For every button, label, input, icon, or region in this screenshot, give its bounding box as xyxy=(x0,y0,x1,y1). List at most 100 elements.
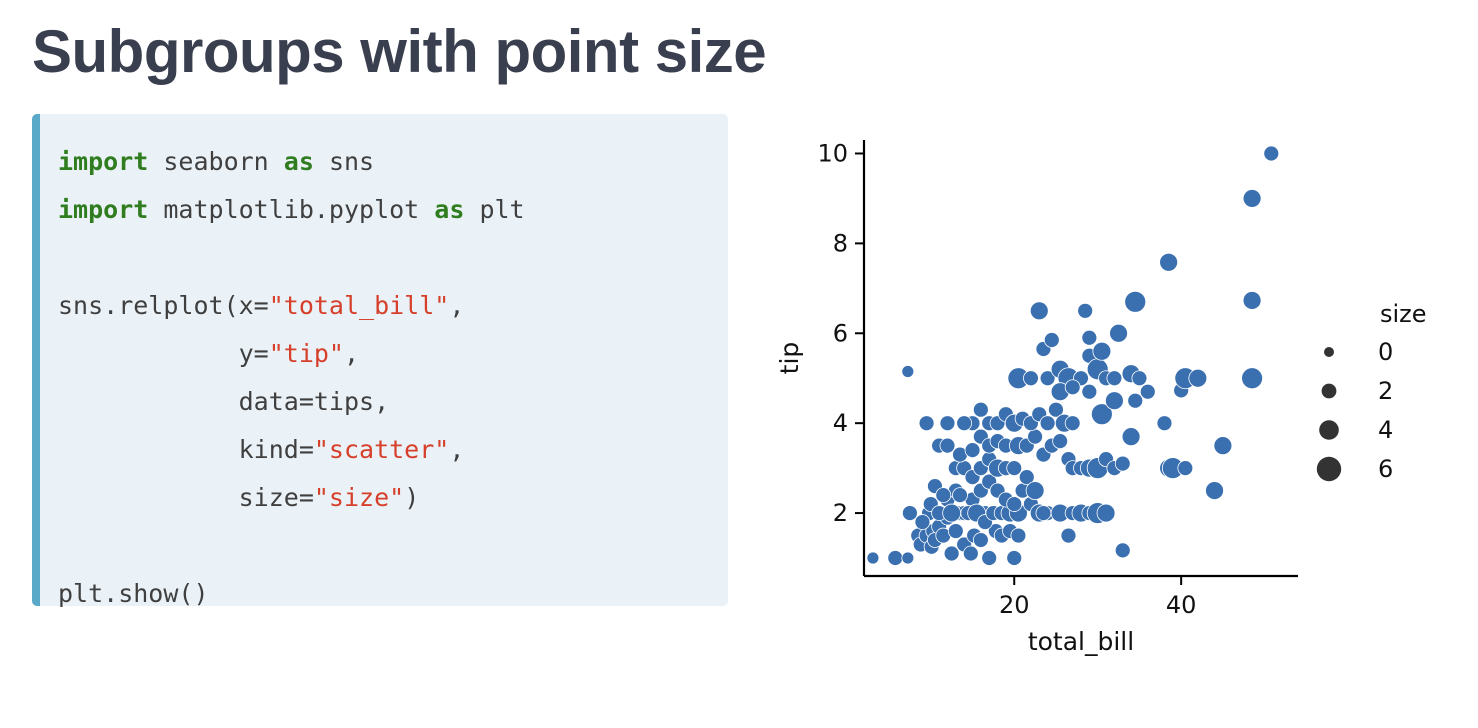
code-string: "size" xyxy=(313,483,405,512)
scatter-chart: 20 40 2 4 6 8 10 total_bill tip size 0 2 4 6 xyxy=(760,120,1460,680)
data-point xyxy=(1027,428,1043,445)
page-title: Subgroups with point size xyxy=(32,18,767,85)
data-point xyxy=(1127,392,1144,409)
legend-label: 2 xyxy=(1378,377,1393,405)
x-tick-label: 40 xyxy=(1166,591,1197,619)
code-token: ) xyxy=(404,483,420,512)
data-point xyxy=(901,365,915,378)
y-axis-label: tip xyxy=(775,342,804,375)
data-point xyxy=(1090,403,1113,426)
data-point xyxy=(1060,527,1077,544)
data-point xyxy=(1188,368,1208,388)
data-point xyxy=(1109,323,1128,343)
data-point xyxy=(1121,427,1141,447)
code-token: plt.show() xyxy=(58,579,209,608)
y-tick-label: 2 xyxy=(833,499,848,527)
data-point xyxy=(943,545,960,562)
data-point xyxy=(1010,527,1027,544)
data-point xyxy=(1039,415,1056,432)
code-token: plt xyxy=(464,195,525,224)
code-string: "scatter" xyxy=(313,435,450,464)
data-point xyxy=(947,523,964,539)
data-point xyxy=(1006,496,1023,512)
data-point xyxy=(972,401,989,418)
data-point xyxy=(939,437,956,454)
y-ticks: 2 4 6 8 10 xyxy=(817,139,864,527)
legend-title: size xyxy=(1380,300,1427,328)
data-point xyxy=(1081,329,1098,346)
code-token: size= xyxy=(58,483,314,512)
code-line xyxy=(58,234,728,282)
code-line: size="size") xyxy=(58,474,728,522)
code-token: matplotlib.pyplot xyxy=(148,195,435,224)
code-string: "total_bill" xyxy=(268,291,450,320)
data-point xyxy=(1205,481,1224,500)
data-point xyxy=(1242,189,1262,208)
data-point xyxy=(952,487,968,503)
x-tick-label: 20 xyxy=(999,591,1030,619)
data-point xyxy=(1039,370,1056,387)
x-axis-label: total_bill xyxy=(1028,627,1134,656)
data-point xyxy=(1114,455,1131,472)
data-point xyxy=(1139,383,1156,400)
data-point xyxy=(866,551,880,565)
code-token: data=tips, xyxy=(58,387,390,416)
data-point xyxy=(1131,370,1148,387)
code-line xyxy=(58,522,728,570)
data-point xyxy=(1114,542,1131,559)
code-keyword: import xyxy=(58,195,149,224)
data-point xyxy=(1159,252,1179,272)
data-point xyxy=(935,487,952,503)
x-ticks: 20 40 xyxy=(999,576,1196,619)
data-point xyxy=(1035,505,1052,521)
legend-label: 6 xyxy=(1378,455,1393,483)
legend-marker xyxy=(1324,347,1334,357)
code-line: import seaborn as sns xyxy=(58,138,728,186)
code-keyword: as xyxy=(283,147,314,176)
code-token: , xyxy=(449,435,465,464)
legend-label: 0 xyxy=(1378,338,1393,366)
code-token: sns xyxy=(313,147,375,176)
code-line: kind="scatter", xyxy=(58,426,728,474)
data-point xyxy=(942,503,962,523)
legend-label: 4 xyxy=(1378,416,1393,444)
code-line: plt.show() xyxy=(58,570,728,618)
code-line: import matplotlib.pyplot as plt xyxy=(58,186,728,234)
data-point xyxy=(1213,436,1233,456)
data-point xyxy=(902,505,918,521)
code-token: seaborn xyxy=(148,147,284,176)
data-point xyxy=(901,551,915,565)
code-line: sns.relplot(x="total_bill", xyxy=(58,282,728,330)
code-string: "tip" xyxy=(268,339,344,368)
legend-marker xyxy=(1321,383,1337,399)
code-token: kind= xyxy=(58,435,314,464)
data-point xyxy=(1096,503,1116,523)
code-keyword: as xyxy=(434,195,465,224)
data-point xyxy=(1006,460,1023,477)
data-point xyxy=(914,514,931,530)
y-tick-label: 6 xyxy=(833,319,848,347)
code-line: data=tips, xyxy=(58,378,728,426)
data-point xyxy=(1043,332,1060,348)
code-token: sns.relplot(x= xyxy=(58,291,269,320)
data-point xyxy=(1263,145,1280,162)
data-point xyxy=(1081,383,1098,400)
code-line: y="tip", xyxy=(58,330,728,378)
data-point xyxy=(1064,379,1081,396)
code-token: , xyxy=(343,339,360,368)
data-point xyxy=(1156,415,1173,432)
legend-marker xyxy=(1319,420,1339,440)
code-token: , xyxy=(449,291,465,320)
data-point xyxy=(1177,460,1194,477)
data-point xyxy=(1077,302,1094,319)
data-point xyxy=(962,545,979,562)
data-point xyxy=(1006,550,1023,566)
data-point xyxy=(1241,367,1263,390)
data-point xyxy=(1124,290,1147,313)
data-point xyxy=(918,415,935,432)
y-tick-label: 10 xyxy=(817,139,848,167)
data-point xyxy=(1048,401,1064,418)
data-point xyxy=(1104,391,1124,411)
data-point xyxy=(1025,481,1045,500)
